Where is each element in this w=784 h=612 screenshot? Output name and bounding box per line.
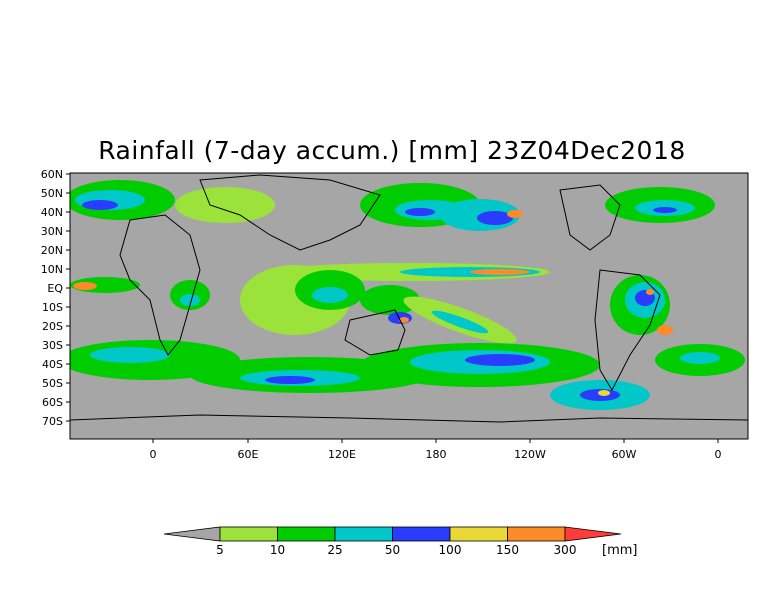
lat-label: 60N xyxy=(41,168,63,181)
lat-label: 60S xyxy=(42,396,63,409)
lat-label: EQ xyxy=(47,282,63,295)
colorbar-unit: [mm] xyxy=(602,543,637,558)
lat-label: 50N xyxy=(41,187,63,200)
lat-label: 20S xyxy=(42,320,63,333)
colorbar-bin xyxy=(219,526,278,542)
rainfall-field xyxy=(70,180,745,410)
lat-label: 40S xyxy=(42,358,63,371)
lon-label: 0 xyxy=(150,448,157,461)
colorbar-level-label: 300 xyxy=(554,543,577,557)
coastlines xyxy=(70,174,748,423)
lat-label: 50S xyxy=(42,377,63,390)
colorbar-level-label: 150 xyxy=(496,543,519,557)
map-frame xyxy=(69,172,749,440)
colorbar-low-arrow xyxy=(163,526,221,542)
colorbar: 5 10 25 50 100 150 300 xyxy=(163,526,622,557)
colorbar-bin xyxy=(277,526,336,542)
lat-label: 20N xyxy=(41,244,63,257)
lat-label: 70S xyxy=(42,415,63,428)
lat-label: 10N xyxy=(41,263,63,276)
colorbar-bin xyxy=(507,526,566,542)
lon-label: 120E xyxy=(328,448,356,461)
colorbar-level-label: 10 xyxy=(270,543,285,557)
colorbar-level-label: 25 xyxy=(327,543,342,557)
lon-label: 0 xyxy=(715,448,722,461)
colorbar-level-label: 5 xyxy=(216,543,224,557)
lon-label: 120W xyxy=(514,448,546,461)
lon-label: 60E xyxy=(238,448,259,461)
lat-label: 40N xyxy=(41,206,63,219)
lat-label: 30N xyxy=(41,225,63,238)
colorbar-level-label: 50 xyxy=(385,543,400,557)
colorbar-high-arrow xyxy=(564,526,622,542)
latitude-axis: 60N 50N 40N 30N 20N 10N EQ 10S 20S 30S 40S 50S 60S 70… xyxy=(41,168,70,428)
longitude-axis: 0 60E 120E 180 120W 60W 0 xyxy=(150,439,722,461)
colorbar-level-label: 100 xyxy=(439,543,462,557)
colorbar-bin xyxy=(392,526,451,542)
lat-label: 30S xyxy=(42,339,63,352)
map-title: Rainfall (7-day accum.) [mm] 23Z04Dec201… xyxy=(98,136,686,165)
lat-label: 10S xyxy=(42,301,63,314)
lon-label: 180 xyxy=(426,448,447,461)
colorbar-bin xyxy=(449,526,508,542)
lon-label: 60W xyxy=(612,448,637,461)
colorbar-bin xyxy=(334,526,393,542)
